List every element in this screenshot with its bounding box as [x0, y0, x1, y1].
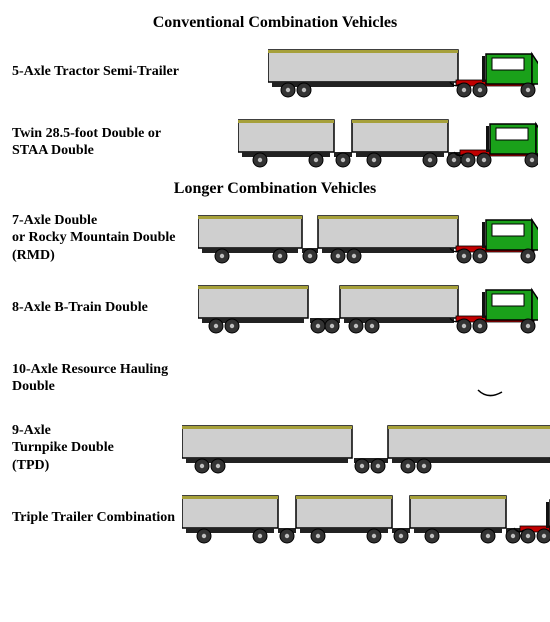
vehicle-illustration — [182, 488, 550, 548]
vehicle-illustration — [182, 348, 538, 408]
section-title: Longer Combination Vehicles — [12, 180, 538, 198]
vehicle-label: 7-Axle Doubleor Rocky Mountain Double (R… — [12, 212, 182, 265]
vehicle-label: 5-Axle Tractor Semi-Trailer — [12, 63, 182, 81]
vehicle-label: 8-Axle B-Train Double — [12, 299, 182, 317]
vehicle-row: 5-Axle Tractor Semi-Trailer — [12, 40, 538, 104]
vehicle-row: 7-Axle Doubleor Rocky Mountain Double (R… — [12, 206, 538, 270]
vehicle-illustration — [182, 278, 538, 338]
vehicle-label: Triple Trailer Combination — [12, 509, 182, 527]
vehicle-illustration — [182, 208, 538, 268]
vehicle-illustration — [182, 42, 538, 102]
section-title: Conventional Combination Vehicles — [12, 14, 538, 32]
vehicle-illustration — [182, 418, 550, 478]
vehicle-label: Twin 28.5-foot Double or STAA Double — [12, 125, 182, 160]
vehicle-label: 9-AxleTurnpike Double(TPD) — [12, 422, 182, 475]
vehicle-row: 8-Axle B-Train Double — [12, 276, 538, 340]
vehicle-row: Twin 28.5-foot Double or STAA Double — [12, 110, 538, 174]
vehicle-row: 9-AxleTurnpike Double(TPD) — [12, 416, 538, 480]
vehicle-illustration — [182, 112, 538, 172]
vehicle-label: 10-Axle Resource Hauling Double — [12, 361, 182, 396]
vehicle-row: 10-Axle Resource Hauling Double — [12, 346, 538, 410]
vehicle-row: Triple Trailer Combination — [12, 486, 538, 550]
